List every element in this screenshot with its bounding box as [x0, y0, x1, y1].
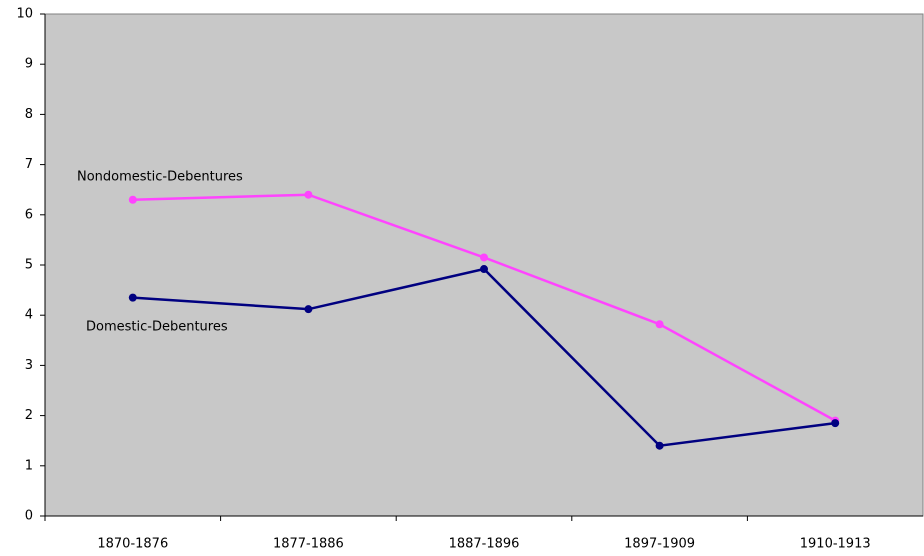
- y-tick-label: 8: [25, 107, 33, 122]
- x-tick-label: 1910-1913: [800, 537, 871, 552]
- data-point: [480, 265, 488, 274]
- y-tick-label: 0: [25, 509, 33, 524]
- x-tick-label: 1870-1876: [97, 537, 168, 552]
- y-tick-label: 2: [25, 408, 33, 423]
- data-point: [831, 419, 840, 428]
- x-tick-label: 1897-1909: [624, 537, 695, 552]
- series-label: Domestic-Debentures: [86, 320, 228, 335]
- plot-area: [44, 13, 924, 517]
- data-point: [128, 195, 137, 204]
- series-label: Nondomestic-Debentures: [77, 170, 243, 185]
- y-tick-label: 4: [25, 308, 33, 323]
- data-point: [655, 320, 664, 329]
- y-tick-label: 10: [16, 7, 33, 22]
- data-point: [304, 305, 313, 314]
- data-point: [480, 253, 488, 262]
- data-point: [304, 190, 313, 199]
- data-point: [128, 293, 137, 302]
- x-tick-label: 1887-1896: [449, 537, 520, 552]
- x-tick-label: 1877-1886: [273, 537, 344, 552]
- y-tick-label: 5: [25, 258, 33, 273]
- data-point: [655, 441, 664, 450]
- y-tick-label: 9: [25, 57, 33, 72]
- y-tick-label: 3: [25, 358, 33, 373]
- y-tick-label: 1: [25, 458, 33, 473]
- y-tick-label: 7: [25, 157, 33, 172]
- y-tick-label: 6: [25, 207, 33, 222]
